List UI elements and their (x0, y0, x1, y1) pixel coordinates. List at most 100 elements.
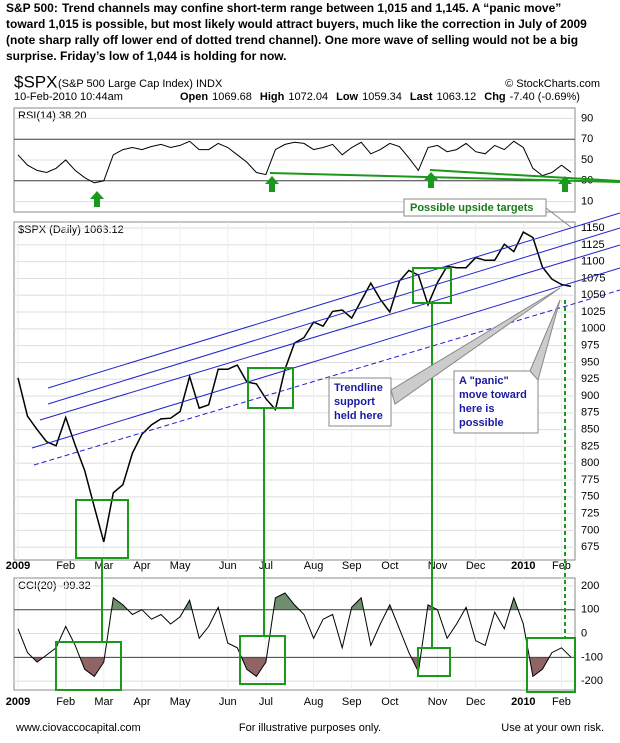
highlight-boxes (55, 169, 620, 693)
y-tick-label: 1150 (581, 222, 605, 234)
y-tick-label: 10 (581, 196, 593, 208)
y-tick-label: 0 (581, 627, 587, 639)
y-tick-label: 900 (581, 390, 599, 402)
y-tick-label: 1050 (581, 289, 605, 301)
y-tick-label: 925 (581, 373, 599, 385)
x-tick-label: 2009 (6, 560, 30, 572)
symbol: $SPX (14, 72, 57, 91)
rsi-arrows (90, 172, 572, 207)
x-tick-label: Feb (56, 696, 75, 708)
y-tick-label: 725 (581, 508, 599, 520)
y-tick-label: 1000 (581, 323, 605, 335)
index-name: (S&P 500 Large Cap Index) INDX (58, 78, 223, 90)
y-tick-label: -100 (581, 651, 603, 663)
x-tick-label: Aug (304, 560, 324, 572)
x-tick-label: Oct (381, 696, 398, 708)
y-tick-label: 1125 (581, 239, 605, 251)
quote-label: High (260, 91, 285, 103)
x-tick-label: Jun (219, 696, 237, 708)
y-tick-label: 1025 (581, 306, 605, 318)
quote-label: Last (410, 91, 433, 103)
y-tick-label: 1075 (581, 272, 605, 284)
quote: Open 1069.68 High 1072.04 Low 1059.34 Last 1063… (180, 91, 580, 103)
annotation: held here (334, 410, 383, 422)
x-tick-label: May (170, 696, 191, 708)
x-tick-label: Sep (342, 696, 362, 708)
y-tick-label: 675 (581, 541, 599, 553)
para-line: Trend channels may confine short-term ra… (62, 1, 561, 15)
x-tick-label: May (170, 560, 191, 572)
x-tick-label: Dec (466, 696, 486, 708)
x-tick-label: Apr (133, 696, 150, 708)
x-tick-label: Aug (304, 696, 324, 708)
date: 10-Feb-2010 10:44am (14, 91, 123, 103)
footer-center: For illustrative purposes only. (239, 722, 381, 734)
lead: S&P 500: (6, 1, 58, 15)
y-tick-label: 700 (581, 524, 599, 536)
y-tick-label: 200 (581, 580, 599, 592)
panel-title: $SPX (Daily) 1063.12 (18, 224, 124, 236)
x-tick-label: Feb (552, 560, 571, 572)
annotation-box (328, 377, 392, 427)
x-tick-label: Mar (94, 696, 113, 708)
annotation: Possible upside targets (410, 202, 533, 214)
x-tick-label: Jun (219, 560, 237, 572)
x-tick-label: Sep (342, 560, 362, 572)
y-tick-label: 90 (581, 112, 593, 124)
callout (545, 207, 573, 229)
x-tick-label: Dec (466, 560, 486, 572)
y-tick-label: 850 (581, 424, 599, 436)
y-tick-label: 825 (581, 440, 599, 452)
x-tick-label: Feb (552, 696, 571, 708)
x-tick-label: Oct (381, 560, 398, 572)
annotation-box (403, 198, 547, 217)
callout (390, 287, 561, 405)
annotation: here is (459, 403, 494, 415)
y-tick-label: 1100 (581, 256, 605, 268)
annotation: Trendline (334, 382, 383, 394)
y-tick-label: 975 (581, 340, 599, 352)
x-tick-label: Jul (259, 696, 273, 708)
x-tick-label: Nov (428, 560, 448, 572)
x-tick-label: Nov (428, 696, 448, 708)
x-tick-label: Apr (133, 560, 150, 572)
quote-label: Chg (484, 91, 505, 103)
x-tick-label: Mar (94, 560, 113, 572)
y-tick-label: 800 (581, 457, 599, 469)
annotation-box (453, 370, 539, 434)
quote-value: 1063.12 (437, 91, 477, 103)
y-tick-label: -200 (581, 675, 603, 687)
price-panel (13, 221, 576, 561)
annotation: A "panic" (459, 375, 509, 387)
x-tick-label: Feb (56, 560, 75, 572)
quote-value: -7.40 (-0.69%) (510, 91, 580, 103)
footer-right: Use at your own risk. (501, 722, 604, 734)
quote-value: 1072.04 (288, 91, 328, 103)
x-tick-label: 2010 (511, 696, 535, 708)
line (17, 140, 572, 184)
x-tick-label: 2010 (511, 560, 535, 572)
y-tick-label: 750 (581, 491, 599, 503)
x-tick-label: 2009 (6, 696, 30, 708)
y-tick-label: 70 (581, 133, 593, 145)
para-line: surprise. Friday’s low of 1,044 is holdi… (6, 49, 287, 63)
y-tick-label: 875 (581, 407, 599, 419)
source: © StockCharts.com (505, 78, 600, 90)
quote-label: Low (336, 91, 358, 103)
annotation: support (334, 396, 375, 408)
line (17, 592, 572, 678)
callout (529, 299, 561, 382)
panel-title: RSI(14) 38.20 (18, 110, 86, 122)
footer-left: www.ciovaccocapital.com (15, 722, 141, 734)
y-tick-label: 100 (581, 604, 599, 616)
para-line: toward 1,015 is possible, but most likel… (6, 17, 587, 31)
trend-channels (31, 212, 620, 466)
quote-label: Open (180, 91, 208, 103)
annotation: possible (459, 417, 504, 429)
annotation: move toward (459, 389, 527, 401)
x-tick-label: Jul (259, 560, 273, 572)
y-tick-label: 950 (581, 356, 599, 368)
y-tick-label: 775 (581, 474, 599, 486)
para-line: (note sharp rally off lower end of dotte… (6, 33, 578, 47)
